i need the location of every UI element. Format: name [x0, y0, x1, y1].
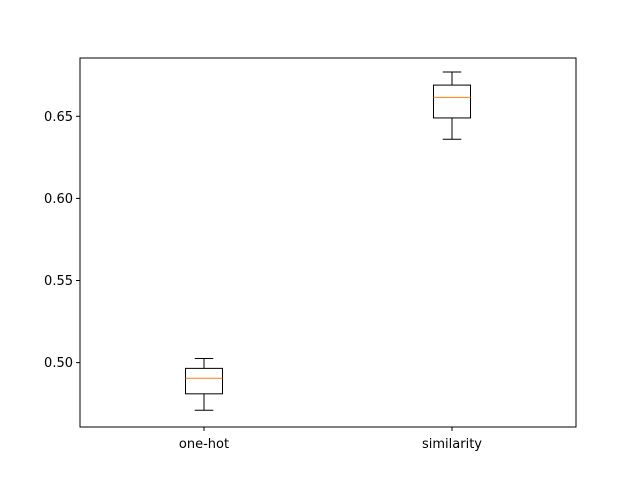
- box-similarity: [433, 71, 471, 140]
- y-tick-label: 0.50: [44, 356, 73, 371]
- y-axis: 0.50 0.55 0.60 0.65: [44, 110, 80, 371]
- iqr-box: [433, 84, 471, 119]
- x-axis: one-hot similarity: [179, 427, 482, 452]
- x-tick-label: similarity: [422, 437, 482, 452]
- box-one-hot: [185, 358, 223, 411]
- y-tick-label: 0.55: [44, 274, 73, 289]
- plot-area: [185, 71, 471, 411]
- y-tick-label: 0.60: [44, 192, 73, 207]
- x-tick-label: one-hot: [179, 437, 229, 452]
- axes-frame: [79, 57, 577, 428]
- iqr-box: [185, 367, 223, 395]
- y-tick-label: 0.65: [44, 110, 73, 125]
